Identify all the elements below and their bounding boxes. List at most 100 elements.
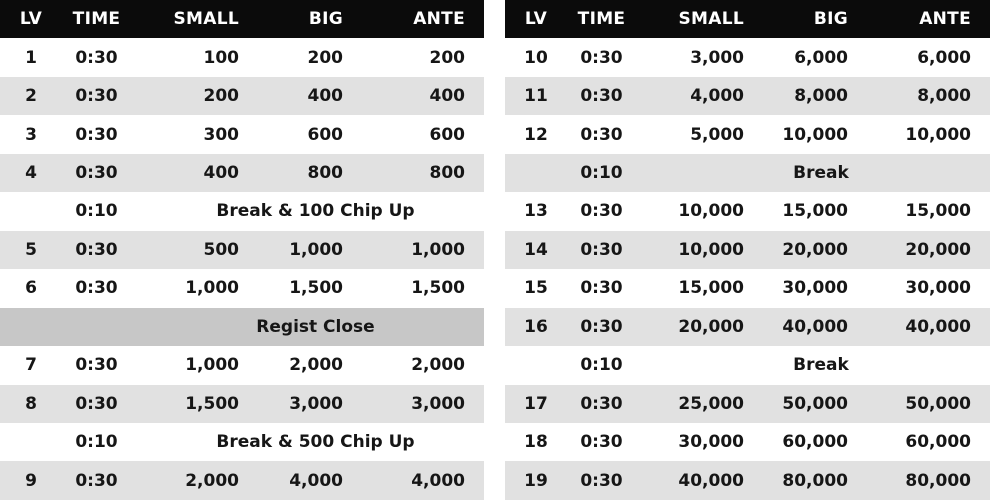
level-row: 10 0:30 3,000 6,000 6,000 [505, 38, 990, 77]
ante-cell: 2,000 [351, 346, 484, 385]
small-blind-cell: 1,000 [131, 269, 247, 308]
column-header-big: BIG [752, 0, 856, 39]
column-header-big: BIG [247, 0, 351, 39]
column-header-time: TIME [62, 0, 131, 39]
big-blind-cell: 200 [247, 38, 351, 77]
ante-cell: 40,000 [856, 307, 990, 347]
column-header-lv: LV [0, 0, 62, 39]
lv-cell: 1 [0, 38, 62, 77]
big-blind-cell: 1,000 [247, 230, 351, 270]
header-row: LV TIME SMALL BIG ANTE [0, 0, 484, 39]
big-blind-cell: 4,000 [247, 461, 351, 500]
time-cell: 0:30 [62, 153, 131, 193]
column-header-small: SMALL [636, 0, 752, 39]
level-row: 15 0:30 15,000 30,000 30,000 [505, 269, 990, 308]
lv-cell: 13 [505, 192, 567, 231]
level-row: 17 0:30 25,000 50,000 50,000 [505, 384, 990, 423]
level-row: 14 0:30 10,000 20,000 20,000 [505, 230, 990, 270]
ante-cell: 1,500 [351, 269, 484, 308]
level-row: 4 0:30 400 800 800 [0, 153, 484, 193]
level-row: 18 0:30 30,000 60,000 60,000 [505, 422, 990, 462]
lv-cell: 17 [505, 384, 567, 423]
ante-cell: 200 [351, 38, 484, 77]
ante-cell: 80,000 [856, 461, 990, 500]
ante-cell: 60,000 [856, 422, 990, 462]
time-cell: 0:10 [567, 153, 636, 193]
small-blind-cell: 500 [131, 230, 247, 270]
lv-cell: 14 [505, 230, 567, 270]
big-blind-cell: 60,000 [752, 422, 856, 462]
small-blind-cell: 3,000 [636, 38, 752, 77]
column-header-lv: LV [505, 0, 567, 39]
time-cell: 0:30 [567, 307, 636, 347]
time-cell: 0:30 [567, 115, 636, 154]
time-cell: 0:30 [567, 422, 636, 462]
regist-close-cell: Regist Close [131, 307, 484, 347]
lv-cell: 12 [505, 115, 567, 154]
lv-cell [0, 307, 62, 347]
ante-cell: 400 [351, 76, 484, 116]
small-blind-cell: 15,000 [636, 269, 752, 308]
ante-cell: 600 [351, 115, 484, 154]
small-blind-cell: 4,000 [636, 76, 752, 116]
lv-cell: 11 [505, 76, 567, 116]
ante-cell: 15,000 [856, 192, 990, 231]
ante-cell: 8,000 [856, 76, 990, 116]
break-label-cell: Break [636, 346, 990, 385]
column-header-ante: ANTE [856, 0, 990, 39]
break-row: 0:10 Break & 100 Chip Up [0, 192, 484, 231]
time-cell: 0:30 [567, 38, 636, 77]
big-blind-cell: 1,500 [247, 269, 351, 308]
small-blind-cell: 40,000 [636, 461, 752, 500]
break-row: 0:10 Break [505, 346, 990, 385]
time-cell: 0:30 [62, 346, 131, 385]
small-blind-cell: 10,000 [636, 192, 752, 231]
time-cell: 0:30 [567, 192, 636, 231]
lv-cell: 7 [0, 346, 62, 385]
ante-cell: 4,000 [351, 461, 484, 500]
blind-structure-table-levels-10-19: LV TIME SMALL BIG ANTE 10 0:30 3,000 6,000 6,000… [505, 0, 990, 500]
lv-cell: 4 [0, 153, 62, 193]
big-blind-cell: 600 [247, 115, 351, 154]
time-cell: 0:10 [567, 346, 636, 385]
time-cell: 0:30 [567, 230, 636, 270]
small-blind-cell: 30,000 [636, 422, 752, 462]
time-cell: 0:30 [62, 115, 131, 154]
ante-cell: 800 [351, 153, 484, 193]
level-row: 16 0:30 20,000 40,000 40,000 [505, 307, 990, 347]
break-label-cell: Break [636, 153, 990, 193]
time-cell: 0:30 [567, 76, 636, 116]
big-blind-cell: 50,000 [752, 384, 856, 423]
level-row: 19 0:30 40,000 80,000 80,000 [505, 461, 990, 500]
lv-cell: 3 [0, 115, 62, 154]
level-row: 11 0:30 4,000 8,000 8,000 [505, 76, 990, 116]
lv-cell: 6 [0, 269, 62, 308]
level-row: 2 0:30 200 400 400 [0, 76, 484, 116]
ante-cell: 50,000 [856, 384, 990, 423]
small-blind-cell: 2,000 [131, 461, 247, 500]
time-cell: 0:30 [62, 38, 131, 77]
big-blind-cell: 400 [247, 76, 351, 116]
lv-cell: 16 [505, 307, 567, 347]
lv-cell [505, 153, 567, 193]
blind-structure-table-levels-1-9: LV TIME SMALL BIG ANTE 1 0:30 100 200 200 2 0:30 20… [0, 0, 484, 500]
break-label-cell: Break & 100 Chip Up [131, 192, 484, 231]
break-label-cell: Break & 500 Chip Up [131, 422, 484, 462]
header-row: LV TIME SMALL BIG ANTE [505, 0, 990, 39]
column-header-ante: ANTE [351, 0, 484, 39]
lv-cell [0, 422, 62, 462]
big-blind-cell: 2,000 [247, 346, 351, 385]
time-cell: 0:30 [62, 230, 131, 270]
lv-cell: 19 [505, 461, 567, 500]
ante-cell: 10,000 [856, 115, 990, 154]
small-blind-cell: 1,500 [131, 384, 247, 423]
time-cell: 0:30 [567, 461, 636, 500]
small-blind-cell: 10,000 [636, 230, 752, 270]
time-cell: 0:30 [567, 269, 636, 308]
small-blind-cell: 300 [131, 115, 247, 154]
time-cell: 0:10 [62, 422, 131, 462]
time-cell: 0:30 [62, 76, 131, 116]
ante-cell: 30,000 [856, 269, 990, 308]
lv-cell: 18 [505, 422, 567, 462]
